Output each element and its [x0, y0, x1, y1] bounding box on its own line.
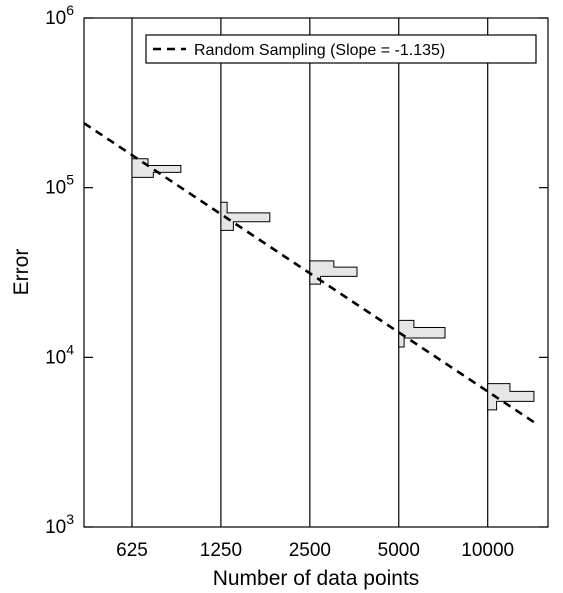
x-tick-label: 5000: [378, 540, 420, 561]
y-tick-label: 105: [45, 172, 74, 199]
legend-box: [145, 34, 537, 64]
distribution-shape: [220, 201, 271, 231]
y-tick-label: 103: [45, 511, 74, 538]
y-tick-label: 106: [45, 2, 74, 29]
distribution-shape: [398, 319, 446, 348]
x-tick-label: 2500: [289, 540, 331, 561]
x-tick-label: 10000: [461, 540, 514, 561]
distribution-shape: [487, 383, 535, 411]
fit-line: [83, 122, 539, 426]
x-tick-label: 625: [116, 540, 148, 561]
legend-label: Random Sampling (Slope = -1.135): [194, 42, 445, 59]
x-axis-label: Number of data points: [213, 567, 420, 590]
y-tick-label: 104: [45, 341, 74, 368]
y-axis-label: Error: [10, 249, 33, 296]
x-tick-label: 1250: [200, 540, 242, 561]
